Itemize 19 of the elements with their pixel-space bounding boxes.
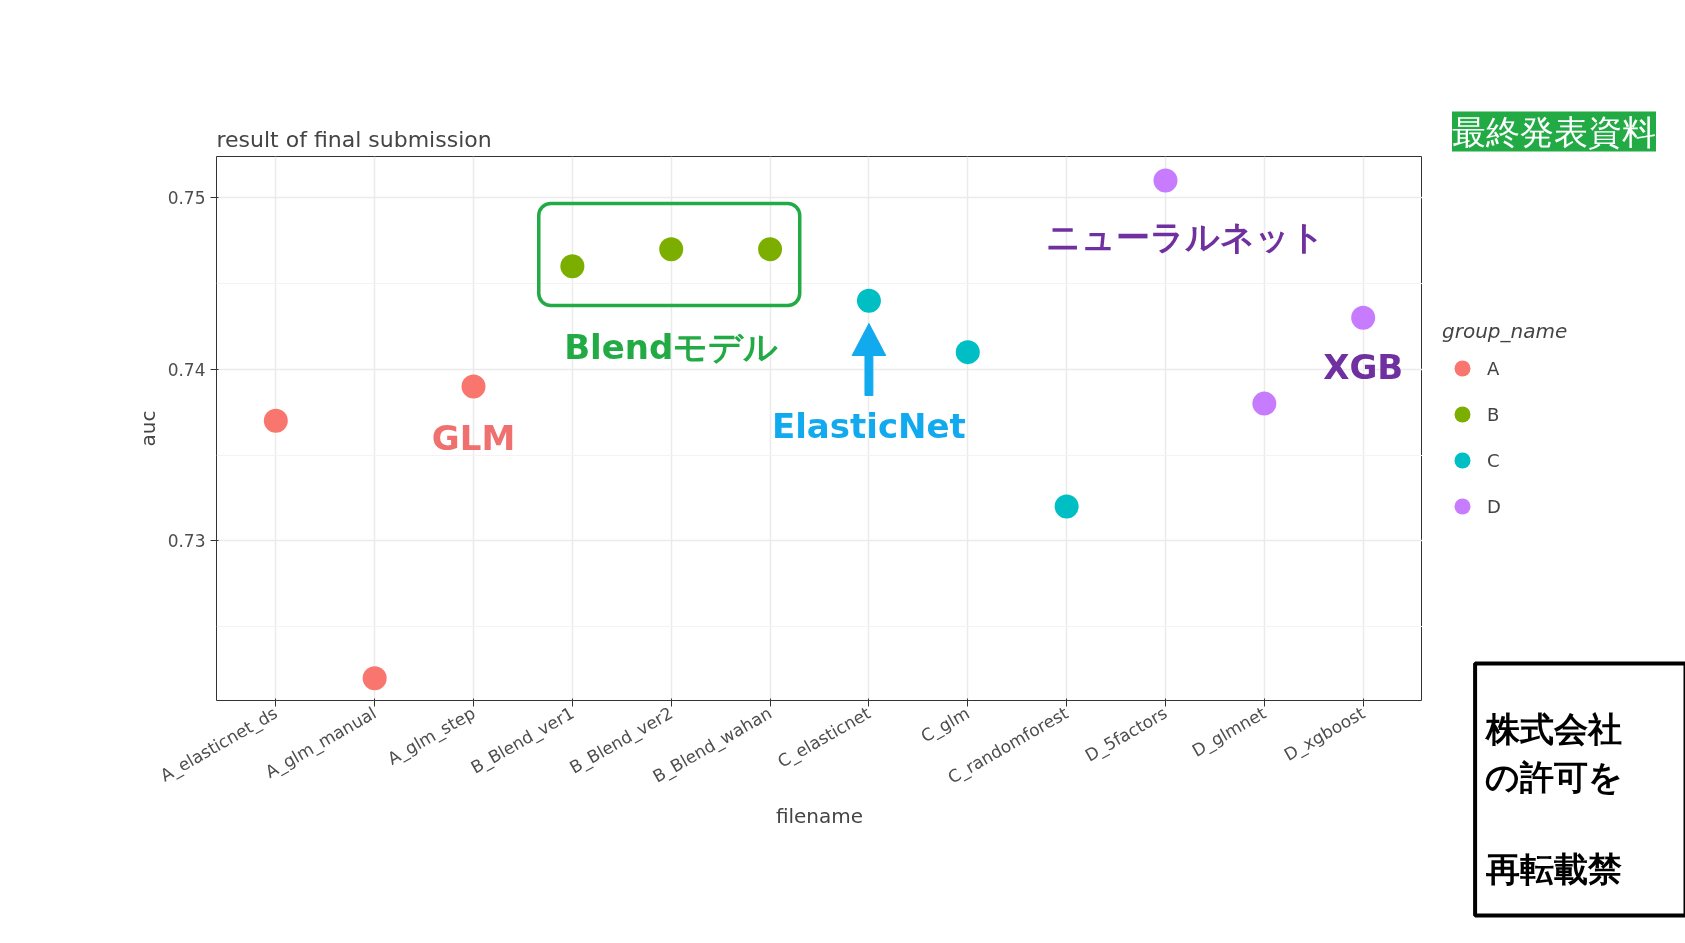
legend-label: A bbox=[1487, 357, 1501, 379]
annotation: Blendモデル bbox=[564, 326, 779, 367]
legend-label: B bbox=[1487, 403, 1501, 425]
annotation: XGB bbox=[1323, 346, 1404, 387]
legend-label: C bbox=[1487, 449, 1501, 471]
annotation: ElasticNet bbox=[771, 405, 966, 446]
y-tick-label: 0.75 bbox=[167, 188, 206, 209]
chart-title: result of final submission bbox=[216, 126, 492, 152]
annotation: ニューラルネット bbox=[1045, 216, 1325, 257]
legend-title: group_name bbox=[1442, 319, 1568, 343]
y-tick-label: 0.74 bbox=[167, 359, 206, 380]
text: 株式会社の許可を bbox=[1484, 708, 1623, 797]
annotation: GLM bbox=[431, 417, 516, 458]
text: 再転載禁 bbox=[1485, 848, 1622, 889]
text: 最終発表資料 bbox=[1452, 111, 1656, 152]
y-tick-label: 0.73 bbox=[167, 531, 206, 552]
legend-label: D bbox=[1487, 495, 1502, 517]
x-axis-title: filename bbox=[775, 804, 864, 829]
y-axis-title: auc bbox=[135, 410, 160, 447]
